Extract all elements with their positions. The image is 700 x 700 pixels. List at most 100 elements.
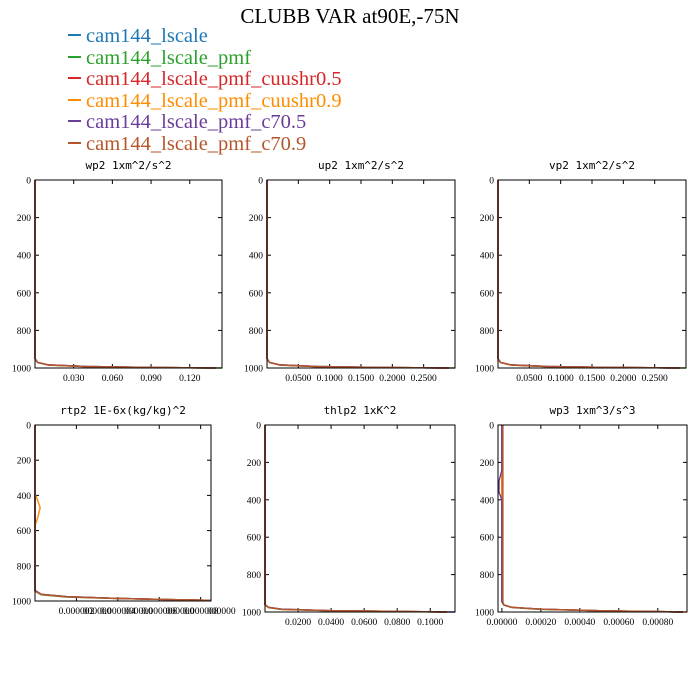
chart-panel: thlp2 1xK^2 0 200 400 600 800 1000 0.0200 0.0400…	[242, 404, 456, 628]
y-tick-label: 600	[249, 289, 264, 299]
y-tick-label: 600	[17, 289, 32, 299]
y-tick-label: 200	[480, 459, 495, 469]
y-tick-label: 200	[17, 214, 32, 224]
x-tick-label: 0.1500	[348, 374, 374, 384]
y-tick-label: 400	[480, 496, 495, 506]
x-tick-label: 0.000008	[183, 607, 219, 617]
y-tick-label: 800	[480, 571, 495, 581]
legend-item: cam144_lscale_pmf_c70.9	[68, 132, 342, 156]
legend-swatch	[68, 34, 81, 37]
y-tick-label: 0	[258, 177, 263, 187]
panel-title: rtp2 1E-6x(kg/kg)^2	[60, 404, 186, 417]
y-tick-label: 1000	[244, 365, 263, 375]
series-line	[266, 180, 456, 369]
series-line	[501, 425, 684, 613]
x-tick-label: 0.00020	[525, 618, 556, 628]
chart-panel: wp2 1xm^2/s^2 0 200 400 600 800 1000 0.030 0.060…	[12, 159, 223, 384]
y-tick-label: 1000	[12, 598, 31, 608]
legend-swatch	[68, 120, 81, 123]
y-tick-label: 1000	[12, 365, 31, 375]
y-tick-label: 0	[489, 422, 494, 432]
chart-panel: rtp2 1E-6x(kg/kg)^2 0 200 400 600 800 1000 0.00…	[12, 404, 236, 617]
series-line	[34, 180, 216, 369]
series-line	[497, 180, 687, 369]
y-tick-label: 600	[480, 534, 495, 544]
chart-panel: vp2 1xm^2/s^2 0 200 400 600 800 1000 0.0500 0.10…	[475, 159, 687, 384]
legend-swatch	[68, 98, 81, 101]
y-tick-label: 200	[249, 214, 264, 224]
series-line	[497, 180, 680, 369]
x-tick-label: 0.000004	[100, 607, 136, 617]
series-line	[264, 425, 447, 613]
series-line	[497, 180, 680, 369]
legend-item: cam144_lscale_pmf_cuushr0.5	[68, 68, 342, 91]
x-tick-label: 0.0500	[285, 374, 311, 384]
legend-label: cam144_lscale	[86, 25, 208, 47]
panel-title: up2 1xm^2/s^2	[318, 159, 404, 172]
x-tick-label: 0.030	[63, 374, 85, 384]
series-line	[34, 425, 212, 601]
y-tick-label: 800	[480, 327, 495, 337]
legend-item: cam144_lscale_pmf_c70.5	[68, 111, 342, 134]
y-tick-label: 1000	[475, 365, 494, 375]
series-line	[34, 425, 212, 601]
x-tick-label: 0.00040	[564, 618, 595, 628]
series-line	[34, 180, 216, 369]
series-line	[264, 425, 447, 613]
series-line	[264, 425, 456, 613]
series-line	[266, 180, 449, 369]
series-line	[34, 180, 216, 369]
series-line	[34, 425, 212, 601]
x-tick-label: 0.2500	[411, 374, 437, 384]
x-tick-label: 0.0800	[384, 618, 410, 628]
y-tick-label: 200	[247, 459, 262, 469]
x-tick-label: 0.120	[179, 374, 201, 384]
series-line	[501, 425, 684, 613]
y-tick-label: 400	[247, 496, 262, 506]
series-line	[34, 425, 212, 601]
y-tick-label: 600	[480, 289, 495, 299]
legend-label: cam144_lscale_pmf	[86, 46, 252, 69]
series-line	[497, 180, 680, 369]
x-tick-label: 0.0600	[351, 618, 377, 628]
series-line	[266, 180, 449, 369]
y-tick-label: 1000	[475, 609, 494, 619]
x-tick-label: 000000	[166, 607, 195, 617]
series-line	[34, 180, 223, 369]
plot-frame	[266, 179, 456, 369]
x-tick-label: 0.090	[140, 374, 162, 384]
x-tick-label: 0.1500	[579, 374, 605, 384]
series-line	[501, 425, 688, 613]
y-tick-label: 400	[17, 492, 32, 502]
series-line	[34, 180, 216, 369]
panel-title: wp3 1xm^3/s^3	[549, 404, 635, 417]
series-line	[497, 180, 680, 369]
y-tick-label: 200	[480, 214, 495, 224]
x-tick-label: 000000	[207, 607, 236, 617]
plot-frame	[34, 424, 212, 602]
x-tick-label: 0.2000	[610, 374, 636, 384]
series-line	[498, 425, 684, 613]
x-tick-label: 000000	[83, 607, 112, 617]
series-line	[497, 180, 680, 369]
panel-title: wp2 1xm^2/s^2	[85, 159, 171, 172]
y-tick-label: 800	[17, 327, 32, 337]
y-tick-label: 400	[17, 252, 32, 262]
x-tick-label: 0.0400	[318, 618, 344, 628]
legend-swatch	[68, 77, 81, 80]
series-line	[34, 425, 212, 601]
plot-frame	[34, 179, 223, 369]
legend-label: cam144_lscale_pmf_c70.5	[86, 111, 307, 133]
legend-label: cam144_lscale_pmf_c70.9	[86, 132, 307, 155]
panel-title: thlp2 1xK^2	[324, 404, 397, 417]
legend-item: cam144_lscale_pmf_cuushr0.9	[68, 89, 342, 113]
y-tick-label: 0	[256, 422, 261, 432]
page-title: CLUBB VAR at90E,-75N	[240, 4, 460, 28]
legend-item: cam144_lscale	[68, 25, 342, 48]
legend-label: cam144_lscale_pmf_cuushr0.9	[86, 89, 342, 112]
series-line	[34, 425, 212, 601]
series-line	[266, 180, 449, 369]
x-tick-label: 0.1000	[417, 618, 443, 628]
y-tick-label: 0	[489, 177, 494, 187]
